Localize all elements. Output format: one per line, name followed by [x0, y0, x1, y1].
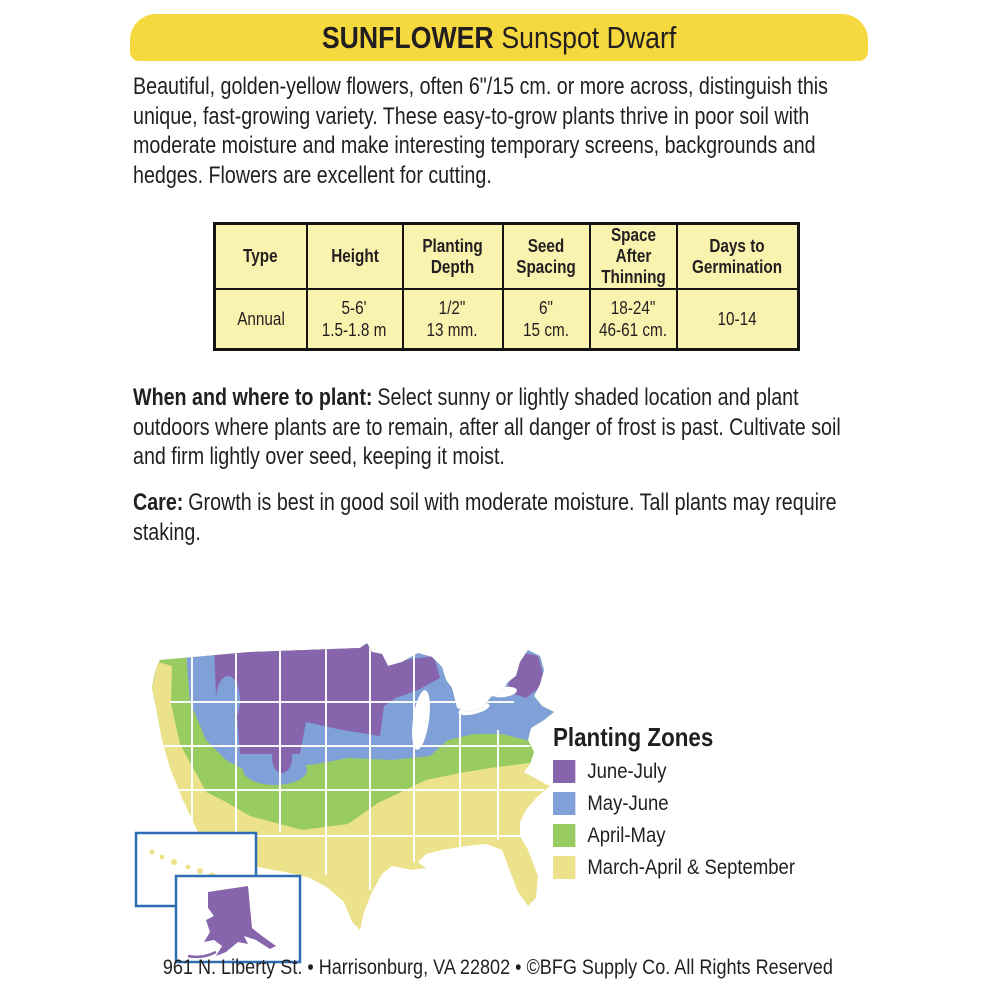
zone-june-july-colorado-pocket [272, 743, 292, 773]
page-title: SUNFLOWER Sunspot Dwarf [322, 14, 676, 62]
value-planting-depth: 1/2" 13 mm. [401, 288, 504, 350]
value-type: Annual [213, 288, 308, 350]
june-july-swatch [553, 760, 576, 783]
planting-zones-map [134, 643, 554, 964]
legend-label: April-May [587, 823, 666, 847]
legend-item-june-july: June-July [553, 759, 795, 783]
table-data-row: Annual 5-6' 1.5-1.8 m 1/2" 13 mm. 6" 15 … [213, 288, 800, 350]
value-days-to-germination: 10-14 [675, 288, 800, 350]
care-heading: Care: [133, 489, 184, 516]
header-seed-spacing: Seed Spacing [501, 222, 591, 290]
footer-address: 961 N. Liberty St. • Harrisonburg, VA 22… [162, 955, 834, 979]
legend-item-march-april-september: March-April & September [553, 855, 795, 879]
title-banner: SUNFLOWER Sunspot Dwarf [130, 14, 868, 61]
legend-label: May-June [587, 791, 669, 815]
alaska-shape [204, 886, 276, 956]
legend-title: Planting Zones [553, 722, 714, 752]
header-space-after-thinning: Space After Thinning [588, 222, 678, 290]
care-text: Growth is best in good soil with moderat… [133, 489, 837, 546]
header-height: Height [305, 222, 404, 290]
legend-label: March-April & September [587, 855, 795, 879]
when-where-paragraph: When and where to plant: Select sunny or … [133, 383, 871, 472]
growing-info-table: Type Height Planting Depth Seed Spacing … [213, 222, 800, 351]
header-days-to-germination: Days to Germination [675, 222, 800, 290]
alaska-inset [174, 874, 302, 964]
header-type: Type [213, 222, 308, 290]
header-planting-depth: Planting Depth [401, 222, 504, 290]
planting-zones-legend: Planting Zones June-July May-June April-… [553, 722, 795, 888]
legend-label: June-July [587, 759, 667, 783]
care-paragraph: Care: Growth is best in good soil with mo… [133, 488, 871, 547]
zone-yellow-west-coast-strip [152, 662, 235, 866]
value-height: 5-6' 1.5-1.8 m [305, 288, 404, 350]
aleutian-islands [187, 950, 217, 959]
zone-may-june-idaho-pocket [216, 676, 240, 724]
variety-subname: Sunspot Dwarf [501, 20, 677, 55]
value-space-after-thinning: 18-24" 46-61 cm. [588, 288, 678, 350]
variety-name: SUNFLOWER [321, 20, 494, 55]
may-june-swatch [553, 792, 576, 815]
footer: 961 N. Liberty St. • Harrisonburg, VA 22… [0, 955, 996, 980]
value-seed-spacing: 6" 15 cm. [501, 288, 591, 350]
legend-item-april-may: April-May [553, 823, 795, 847]
april-may-swatch [553, 824, 576, 847]
when-where-heading: When and where to plant: [133, 384, 373, 411]
when-where-text: Select sunny or lightly shaded location … [133, 384, 841, 470]
march-april-september-swatch [553, 856, 576, 879]
legend-item-may-june: May-June [553, 791, 795, 815]
table-header-row: Type Height Planting Depth Seed Spacing … [213, 222, 800, 290]
description-paragraph: Beautiful, golden-yellow flowers, often … [133, 73, 829, 189]
